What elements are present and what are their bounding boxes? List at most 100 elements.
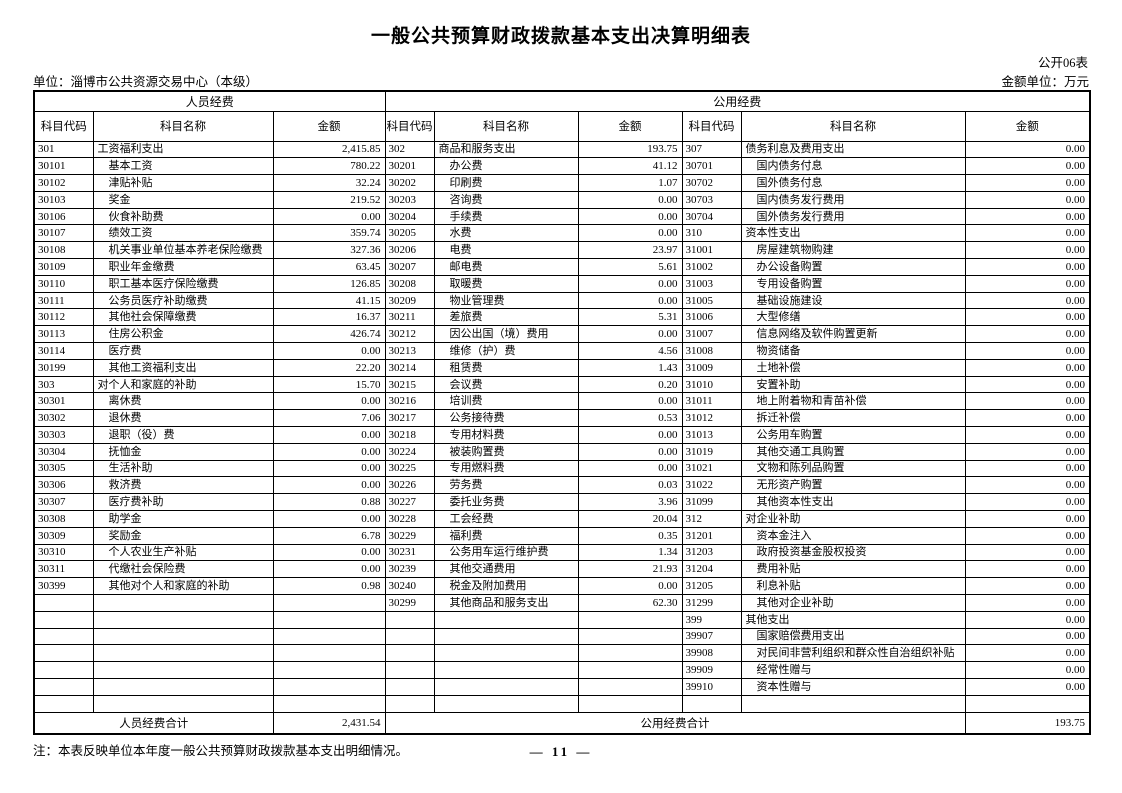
subject-name-cell <box>92 594 274 612</box>
table-row <box>33 694 1091 713</box>
subject-name-cell: 安置补助 <box>740 375 966 394</box>
column-header-amount-1: 金额 <box>272 110 386 142</box>
subject-code-cell: 30204 <box>384 207 435 226</box>
amount-cell: 0.00 <box>964 274 1091 293</box>
subject-name-cell: 代缴社会保险费 <box>92 560 274 579</box>
amount-cell: 15.70 <box>272 375 386 394</box>
amount-cell: 0.00 <box>577 442 683 461</box>
subject-code-cell: 30203 <box>384 190 435 209</box>
table-row: 39910 资本性赠与 0.00 <box>33 678 1091 696</box>
amount-cell: 0.00 <box>964 342 1091 360</box>
amount-cell: 193.75 <box>577 140 683 159</box>
subject-name-cell: 奖励金 <box>92 526 274 545</box>
subject-code-cell <box>384 678 435 696</box>
subject-code-cell: 31006 <box>681 308 742 327</box>
amount-cell: 0.00 <box>964 426 1091 444</box>
amount-cell: 1.07 <box>577 174 683 192</box>
subject-name-cell: 公务员医疗补助缴费 <box>92 291 274 310</box>
subject-code-cell: 30228 <box>384 510 435 528</box>
subject-code-cell: 30108 <box>33 241 94 260</box>
subject-code-cell: 30240 <box>384 577 435 596</box>
subject-name-cell: 国外债务发行费用 <box>740 207 966 226</box>
subject-name-cell: 对民间非营利组织和群众性自治组织补贴 <box>740 644 966 663</box>
amount-cell: 5.31 <box>577 308 683 327</box>
subject-code-cell: 30703 <box>681 190 742 209</box>
subject-name-cell: 资本性支出 <box>740 224 966 243</box>
subject-name-cell: 水费 <box>433 224 579 243</box>
subject-name-cell: 国家赔偿费用支出 <box>740 627 966 646</box>
amount-cell: 0.00 <box>964 560 1091 579</box>
page-number: — 11 — <box>529 744 593 759</box>
amount-cell: 0.00 <box>964 258 1091 276</box>
subject-name-cell: 公务接待费 <box>433 409 579 428</box>
subject-name-cell: 土地补偿 <box>740 358 966 377</box>
subject-name-cell: 国内债务发行费用 <box>740 190 966 209</box>
subject-code-cell: 31005 <box>681 291 742 310</box>
subject-name-cell: 房屋建筑物购建 <box>740 241 966 260</box>
subject-code-cell: 31010 <box>681 375 742 394</box>
amount-cell: 359.74 <box>272 224 386 243</box>
subject-code-cell: 30310 <box>33 543 94 562</box>
subject-name-cell: 商品和服务支出 <box>433 140 579 159</box>
subject-code-cell <box>384 627 435 646</box>
subject-code-cell: 30299 <box>384 594 435 612</box>
amount-cell: 0.98 <box>272 577 386 596</box>
subject-code-cell: 30311 <box>33 560 94 579</box>
amount-cell: 0.00 <box>964 291 1091 310</box>
amount-cell: 21.93 <box>577 560 683 579</box>
table-row: 30108 机关事业单位基本养老保险缴费 327.36 30206 电费 23.97 310… <box>33 241 1091 260</box>
subject-code-cell: 30209 <box>384 291 435 310</box>
subject-name-cell: 办公费 <box>433 157 579 176</box>
table-row: 30109 职业年金缴费 63.45 30207 邮电费 5.61 31002 办公设备购置 0… <box>33 258 1091 276</box>
table-row: 30110 职工基本医疗保险缴费 126.85 30208 取暖费 0.00 31003 专用… <box>33 274 1091 293</box>
subject-name-cell: 助学金 <box>92 510 274 528</box>
subject-name-cell: 专用材料费 <box>433 426 579 444</box>
subject-name-cell: 物资储备 <box>740 342 966 360</box>
column-header-amount-2: 金额 <box>577 110 683 142</box>
column-header-name-2: 科目名称 <box>433 110 579 142</box>
amount-cell: 41.15 <box>272 291 386 310</box>
subject-code-cell: 31001 <box>681 241 742 260</box>
amount-cell: 0.00 <box>272 476 386 495</box>
unit-label: 单位：淄博市公共资源交易中心（本级） <box>33 75 259 89</box>
subject-code-cell: 30301 <box>33 392 94 411</box>
subject-code-cell: 31099 <box>681 493 742 512</box>
subject-name-cell: 电费 <box>433 241 579 260</box>
subject-name-cell: 其他支出 <box>740 610 966 629</box>
subject-code-cell: 30307 <box>33 493 94 512</box>
amount-cell <box>577 678 683 696</box>
subject-name-cell: 公务用车购置 <box>740 426 966 444</box>
subject-name-cell: 退休费 <box>92 409 274 428</box>
table-row: 30308 助学金 0.00 30228 工会经费 20.04 312 对企业补助 0.00 <box>33 510 1091 528</box>
amount-cell: 0.00 <box>577 325 683 344</box>
column-header-amount-3: 金额 <box>964 110 1091 142</box>
group-header-public: 公用经费 <box>384 90 1091 112</box>
subject-name-cell: 奖金 <box>92 190 274 209</box>
subject-name-cell: 国外债务付息 <box>740 174 966 192</box>
subject-code-cell: 31013 <box>681 426 742 444</box>
subject-code-cell: 312 <box>681 510 742 528</box>
subject-name-cell: 被装购置费 <box>433 442 579 461</box>
subject-code-cell: 30227 <box>384 493 435 512</box>
subject-name-cell: 生活补助 <box>92 459 274 478</box>
subject-name-cell: 劳务费 <box>433 476 579 495</box>
amount-cell: 0.00 <box>964 610 1091 629</box>
subject-name-cell <box>433 644 579 663</box>
amount-cell: 0.00 <box>964 224 1091 243</box>
subject-name-cell: 其他对个人和家庭的补助 <box>92 577 274 596</box>
subject-code-cell: 30217 <box>384 409 435 428</box>
amount-cell: 0.00 <box>964 627 1091 646</box>
subject-name-cell: 政府投资基金股权投资 <box>740 543 966 562</box>
table-row: 30311 代缴社会保险费 0.00 30239 其他交通费用 21.93 31204 费用补… <box>33 560 1091 579</box>
subject-code-cell: 30106 <box>33 207 94 226</box>
table-row: 30113 住房公积金 426.74 30212 因公出国（境）费用 0.00 31007 信… <box>33 325 1091 344</box>
amount-cell <box>577 610 683 629</box>
amount-cell: 0.00 <box>272 342 386 360</box>
subject-code-cell: 30201 <box>384 157 435 176</box>
subject-code-cell: 302 <box>384 140 435 159</box>
amount-cell: 0.00 <box>964 493 1091 512</box>
amount-cell: 0.00 <box>964 358 1091 377</box>
subject-name-cell: 基本工资 <box>92 157 274 176</box>
subject-code-cell: 39908 <box>681 644 742 663</box>
